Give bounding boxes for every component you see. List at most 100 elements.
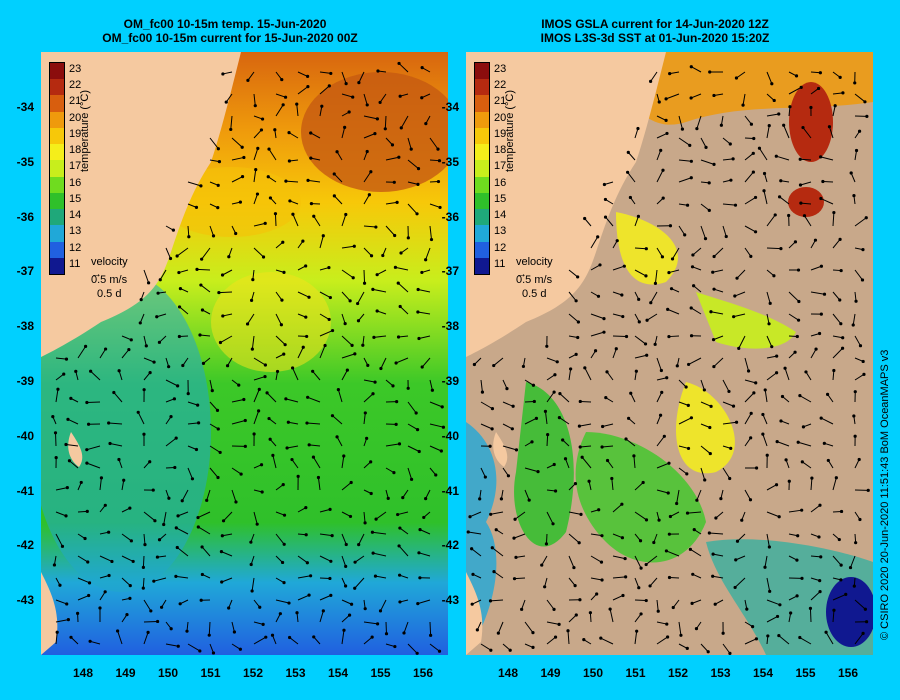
current-vector — [583, 366, 592, 381]
current-vector — [117, 457, 123, 469]
current-vector — [142, 432, 146, 447]
current-vector — [612, 291, 624, 297]
colorbar-swatch — [475, 144, 489, 161]
current-vector — [341, 454, 346, 469]
current-vector — [695, 489, 702, 502]
current-vector — [383, 115, 387, 131]
current-vector — [253, 621, 265, 627]
current-vector — [603, 215, 614, 227]
current-vector — [634, 335, 648, 346]
colorbar-swatch — [475, 192, 489, 210]
current-vector — [266, 175, 277, 183]
latitude-tick-label: -35 — [441, 154, 459, 169]
current-vector — [273, 128, 277, 139]
latitude-tick-label: -36 — [16, 209, 34, 224]
current-vector — [209, 137, 220, 151]
colorbar-swatch — [50, 257, 64, 275]
current-vector — [429, 621, 433, 637]
current-vector — [297, 313, 308, 319]
current-vector — [667, 532, 680, 536]
latitude-tick-label: -40 — [16, 428, 34, 443]
current-vector — [848, 555, 856, 570]
current-vector — [341, 511, 353, 519]
current-vector — [612, 313, 625, 319]
current-vector — [288, 199, 299, 205]
current-vector — [311, 369, 321, 381]
current-vector — [55, 486, 69, 491]
current-vector — [165, 247, 173, 261]
current-vector — [309, 202, 321, 206]
current-vector — [253, 511, 259, 526]
current-vector — [218, 335, 233, 345]
current-vector — [341, 577, 348, 588]
current-vector — [629, 391, 636, 403]
current-vector — [295, 611, 299, 623]
colorbar-swatch — [50, 95, 64, 113]
current-vector — [121, 577, 132, 588]
current-vector — [667, 575, 680, 580]
current-vector — [175, 247, 189, 258]
current-vector — [363, 93, 369, 107]
current-vector — [306, 395, 321, 403]
colorbar-swatch — [475, 209, 489, 226]
current-vector — [396, 511, 409, 517]
current-vector — [249, 533, 255, 544]
current-vector — [275, 533, 286, 546]
current-vector — [201, 357, 211, 365]
current-vector — [524, 416, 539, 425]
current-vector — [854, 335, 863, 348]
current-vector — [250, 335, 255, 351]
current-vector — [634, 511, 649, 522]
latitude-tick-label: -35 — [16, 154, 34, 169]
current-vector — [568, 613, 578, 623]
current-vector — [853, 71, 857, 85]
current-vector — [854, 148, 859, 161]
current-vector — [722, 379, 731, 394]
colorbar-swatch — [50, 63, 64, 80]
current-vector — [721, 621, 725, 635]
current-vector — [744, 489, 753, 502]
current-vector — [309, 131, 321, 139]
current-vector — [819, 196, 834, 205]
current-vector — [187, 401, 200, 407]
longitude-tick-label: 153 — [285, 666, 306, 680]
current-vector — [470, 599, 482, 606]
current-vector — [480, 401, 495, 411]
current-vector — [656, 115, 668, 123]
current-vector — [85, 445, 101, 452]
current-vector — [545, 335, 549, 348]
current-vector — [744, 599, 749, 611]
current-vector — [799, 201, 812, 205]
current-vector — [590, 577, 604, 582]
current-vector — [590, 330, 606, 337]
current-vector — [678, 159, 693, 163]
current-vector — [801, 423, 812, 429]
current-vector — [227, 247, 233, 259]
colorbar-label: 17 — [494, 160, 507, 173]
current-vector — [165, 379, 180, 388]
current-vector — [700, 401, 713, 408]
current-vector — [270, 633, 277, 645]
current-vector — [798, 635, 812, 645]
current-vector — [568, 482, 578, 491]
current-vector — [766, 313, 771, 326]
current-vector — [99, 590, 107, 601]
current-vector — [761, 412, 768, 425]
longitude-tick-label: 150 — [157, 666, 179, 680]
current-vector — [788, 555, 799, 562]
current-vector — [287, 131, 299, 139]
left-velocity-label: velocity — [91, 256, 128, 268]
current-vector — [678, 445, 691, 451]
current-vector — [766, 335, 774, 349]
colorbar-label: 20 — [494, 111, 507, 124]
latitude-tick-label: -39 — [16, 374, 34, 388]
current-vector — [714, 511, 724, 520]
current-vector — [488, 599, 504, 603]
current-vector — [363, 225, 378, 229]
current-vector — [363, 599, 367, 611]
current-vector — [55, 533, 65, 548]
current-vector — [722, 178, 733, 183]
current-vector — [286, 420, 299, 425]
current-vector — [385, 180, 396, 184]
current-vector — [406, 225, 410, 240]
